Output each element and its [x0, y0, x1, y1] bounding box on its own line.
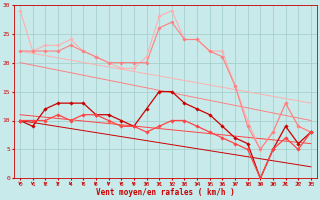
X-axis label: Vent moyen/en rafales ( km/h ): Vent moyen/en rafales ( km/h )	[96, 188, 235, 197]
